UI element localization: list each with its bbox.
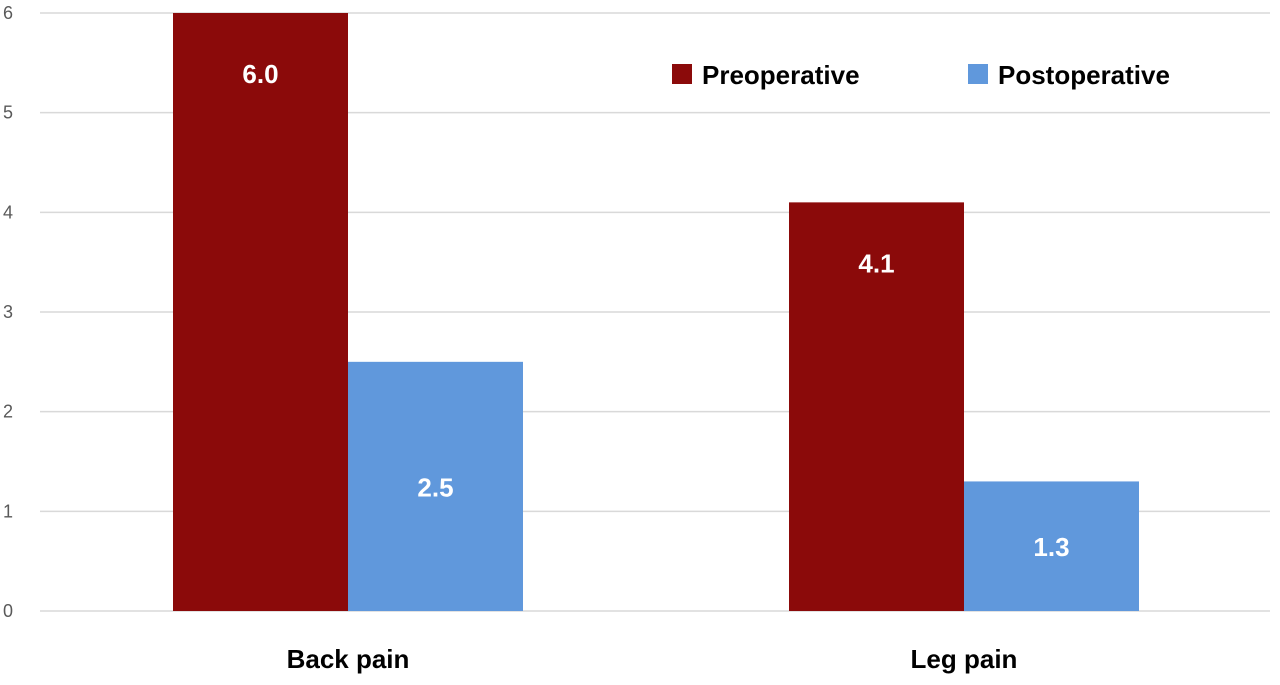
y-tick-label: 0 bbox=[3, 601, 13, 621]
y-tick-label: 1 bbox=[3, 501, 13, 521]
y-tick-label: 5 bbox=[3, 103, 13, 123]
legend-label-preoperative: Preoperative bbox=[702, 60, 860, 90]
y-tick-label: 3 bbox=[3, 302, 13, 322]
data-label: 4.1 bbox=[858, 248, 894, 278]
data-label: 2.5 bbox=[417, 472, 453, 502]
bars bbox=[173, 13, 1139, 611]
bar-postoperative-leg-pain bbox=[964, 481, 1139, 611]
legend-label-postoperative: Postoperative bbox=[998, 60, 1170, 90]
legend-swatch-postoperative bbox=[968, 64, 988, 84]
x-category-label: Leg pain bbox=[911, 644, 1018, 674]
data-label: 6.0 bbox=[242, 59, 278, 89]
y-tick-label: 2 bbox=[3, 402, 13, 422]
y-axis-ticks: 0 1 2 3 4 5 6 bbox=[3, 3, 13, 621]
bar-preoperative-leg-pain bbox=[789, 202, 964, 611]
bar-preoperative-back-pain bbox=[173, 13, 348, 611]
data-label: 1.3 bbox=[1033, 532, 1069, 562]
legend: Preoperative Postoperative bbox=[672, 60, 1170, 90]
y-tick-label: 6 bbox=[3, 3, 13, 23]
y-tick-label: 4 bbox=[3, 202, 13, 222]
x-category-label: Back pain bbox=[287, 644, 410, 674]
legend-swatch-preoperative bbox=[672, 64, 692, 84]
data-labels: 6.0 2.5 4.1 1.3 bbox=[242, 59, 1069, 562]
x-axis-categories: Back pain Leg pain bbox=[287, 644, 1018, 674]
bar-postoperative-back-pain bbox=[348, 361, 523, 611]
